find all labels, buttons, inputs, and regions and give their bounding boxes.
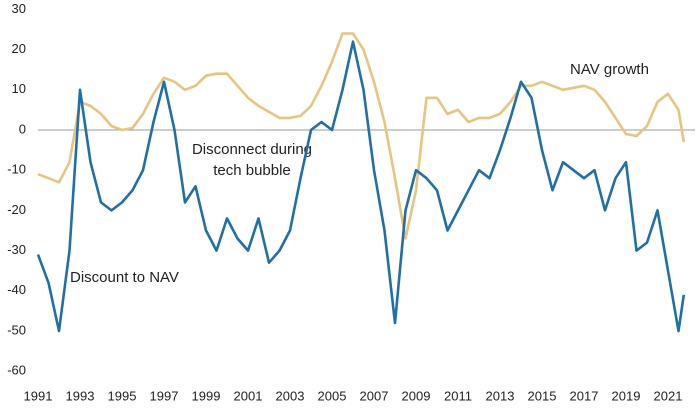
- y-tick-label: -10: [7, 162, 26, 177]
- x-tick-label: 2013: [486, 388, 515, 403]
- x-tick-label: 2021: [654, 388, 683, 403]
- x-tick-label: 1997: [150, 388, 179, 403]
- y-tick-label: 30: [12, 1, 26, 16]
- x-tick-label: 2005: [318, 388, 347, 403]
- x-tick-label: 2007: [360, 388, 389, 403]
- annotation: Disconnect during: [192, 141, 312, 158]
- x-tick-label: 2015: [528, 388, 557, 403]
- x-tick-label: 1991: [24, 388, 53, 403]
- y-tick-label: -40: [7, 282, 26, 297]
- y-tick-label: -60: [7, 363, 26, 378]
- x-tick-label: 2003: [276, 388, 305, 403]
- y-tick-label: -30: [7, 242, 26, 257]
- y-tick-label: 20: [12, 41, 26, 56]
- x-tick-label: 2001: [234, 388, 263, 403]
- series-label: Discount to NAV: [70, 269, 179, 286]
- x-tick-label: 2011: [444, 388, 472, 403]
- series-label: NAV growth: [570, 61, 649, 78]
- x-tick-label: 1995: [108, 388, 137, 403]
- y-tick-label: 0: [19, 121, 26, 136]
- x-tick-label: 1993: [66, 388, 95, 403]
- series-line: [37, 32, 686, 240]
- x-tick-label: 2019: [612, 388, 641, 403]
- x-tick-label: 2017: [570, 388, 599, 403]
- y-tick-label: -20: [7, 202, 26, 217]
- y-tick-label: -50: [7, 322, 26, 337]
- x-tick-label: 1999: [192, 388, 221, 403]
- y-tick-label: 10: [12, 81, 26, 96]
- series-line: [36, 40, 686, 333]
- x-tick-label: 2009: [402, 388, 431, 403]
- annotation: tech bubble: [213, 162, 291, 179]
